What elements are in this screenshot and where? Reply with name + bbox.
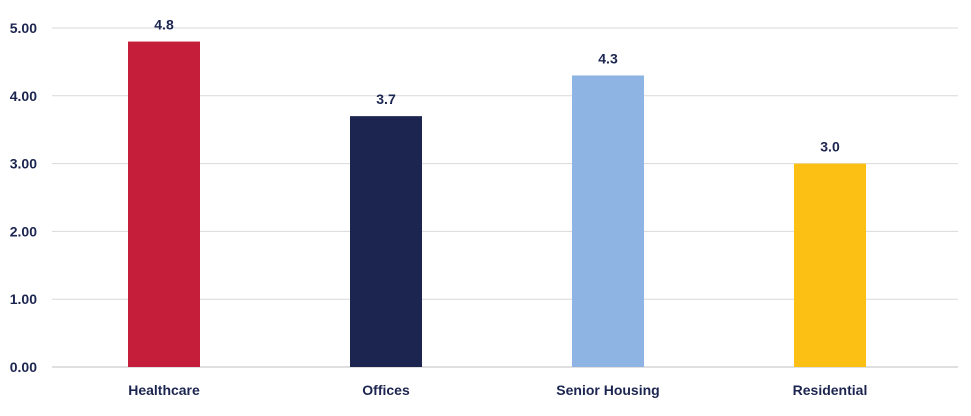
y-tick-label: 3.00: [10, 156, 37, 172]
bar-senior-housing: [572, 75, 644, 368]
data-label: 3.0: [820, 139, 840, 155]
y-tick-label: 5.00: [10, 20, 37, 36]
y-tick-label: 4.00: [10, 88, 37, 104]
y-tick-label: 2.00: [10, 223, 37, 239]
data-label: 4.8: [154, 17, 174, 33]
x-category-label: Offices: [362, 382, 410, 398]
bar-healthcare: [128, 41, 200, 368]
x-category-label: Senior Housing: [556, 382, 659, 398]
y-axis-tick-labels: 0.00 1.00 2.00 3.00 4.00 5.00: [10, 20, 37, 375]
bar-residential: [794, 163, 866, 367]
y-tick-label: 1.00: [10, 291, 37, 307]
x-category-label: Healthcare: [128, 382, 200, 398]
x-axis-category-labels: Healthcare Offices Senior Housing Residenti…: [128, 382, 867, 398]
data-labels: 4.8 3.7 4.3 3.0: [154, 17, 840, 155]
x-category-label: Residential: [793, 382, 868, 398]
data-label: 3.7: [376, 91, 396, 107]
bar-offices: [350, 116, 422, 367]
bars: [128, 41, 866, 368]
y-tick-label: 0.00: [10, 359, 37, 375]
data-label: 4.3: [598, 50, 618, 66]
